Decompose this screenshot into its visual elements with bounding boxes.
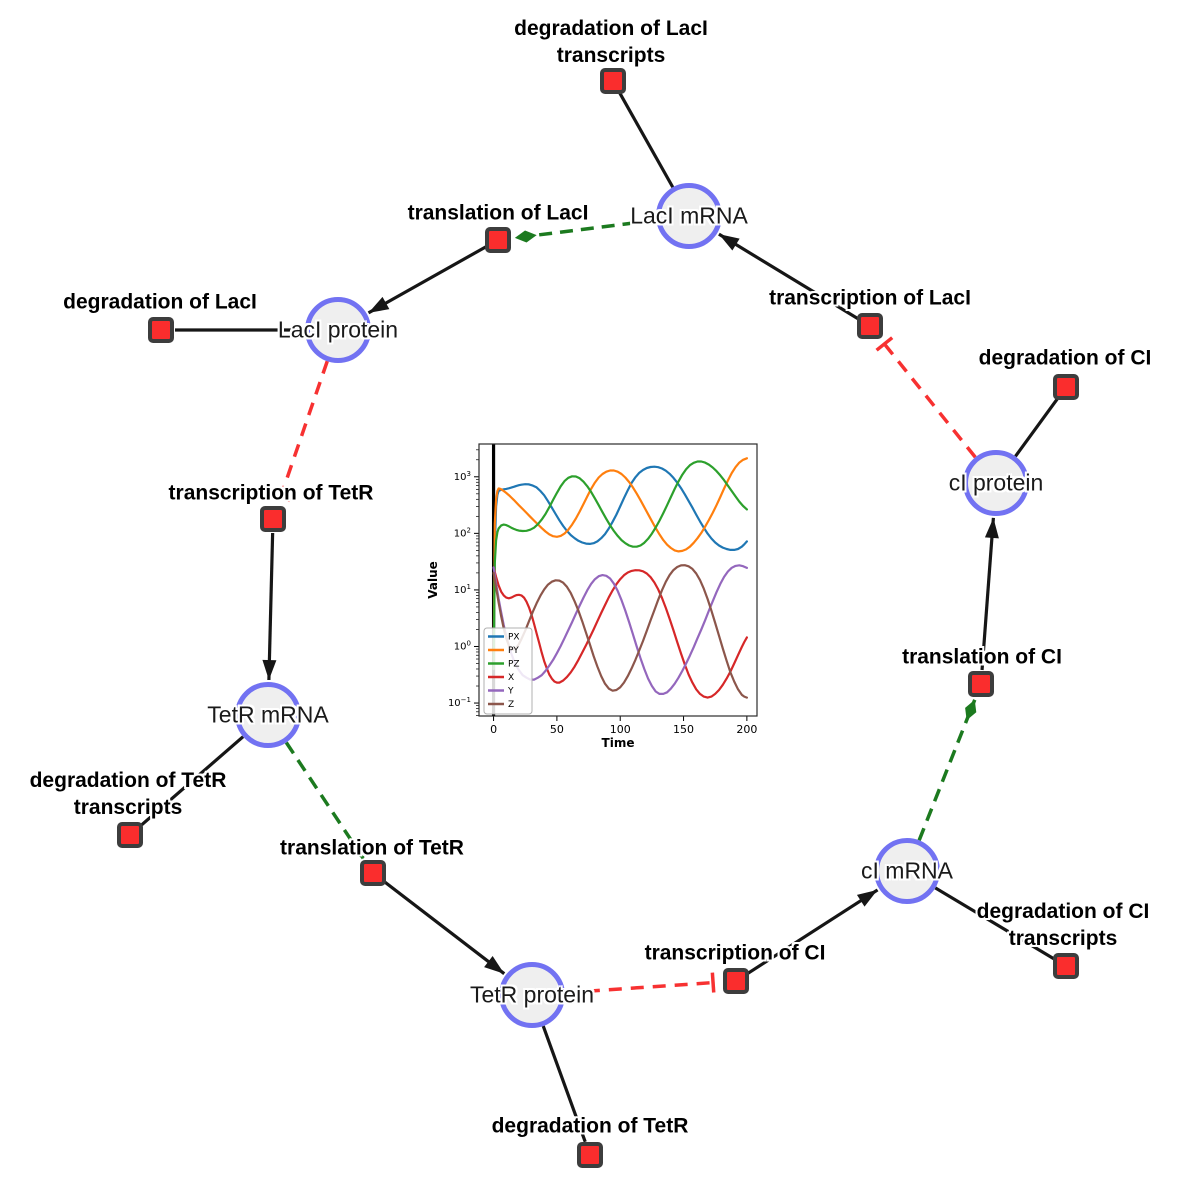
svg-text:100: 100 (610, 723, 631, 736)
time-course-chart-svg: 10−1 100 101 102 103 0 50 100 150 200 Time Value PX P… (426, 443, 758, 750)
edge-reactant-tetr-protein-to-degradation-of-tetr[interactable] (541, 1025, 587, 1143)
svg-text:101: 101 (454, 583, 471, 596)
legend-entry-X: X (508, 673, 514, 683)
reaction-node-degradation-of-ci[interactable] (1053, 374, 1079, 400)
edge-inhibitor-tetr-protein-to-transcription-of-ci[interactable] (564, 972, 716, 995)
species-node-ci-mrna[interactable] (874, 838, 940, 904)
species-node-laci-protein[interactable] (305, 297, 371, 363)
edge-modifier-ci-mrna-to-translation-of-ci[interactable] (917, 699, 977, 841)
svg-text:150: 150 (673, 723, 694, 736)
svg-text:10−1: 10−1 (448, 696, 471, 709)
legend-entry-Z: Z (508, 700, 514, 710)
edge-product-translation-of-ci-to-ci-protein[interactable] (980, 517, 999, 671)
species-node-ci-protein[interactable] (963, 450, 1029, 516)
species-node-laci-mrna[interactable] (656, 183, 722, 249)
reaction-node-degradation-of-laci-transcripts[interactable] (600, 68, 626, 94)
species-node-tetr-protein[interactable] (499, 962, 565, 1028)
reaction-node-degradation-of-laci[interactable] (148, 317, 174, 343)
reaction-node-degradation-of-tetr-transcripts[interactable] (117, 822, 143, 848)
chart-series-X (492, 566, 748, 699)
svg-text:200: 200 (736, 723, 757, 736)
reaction-node-degradation-of-ci-transcripts[interactable] (1053, 953, 1079, 979)
edge-inhibitor-laci-protein-to-transcription-of-tetr[interactable] (270, 360, 329, 503)
reaction-node-degradation-of-tetr[interactable] (577, 1142, 603, 1168)
edge-product-transcription-of-laci-to-laci-mrna[interactable] (718, 232, 859, 321)
reaction-node-translation-of-laci[interactable] (485, 227, 511, 253)
chart-ylabel: Value (426, 561, 440, 599)
edge-product-translation-of-tetr-to-tetr-protein[interactable] (383, 880, 506, 975)
reaction-node-translation-of-ci[interactable] (968, 671, 994, 697)
legend-entry-PZ: PZ (508, 660, 520, 670)
reaction-node-translation-of-tetr[interactable] (360, 860, 386, 886)
edge-product-translation-of-laci-to-laci-protein[interactable] (367, 245, 487, 315)
legend-entry-PY: PY (508, 646, 519, 656)
svg-text:0: 0 (490, 723, 497, 736)
svg-text:103: 103 (454, 470, 471, 483)
reaction-node-transcription-of-tetr[interactable] (260, 506, 286, 532)
edge-reactant-ci-protein-to-degradation-of-ci[interactable] (1014, 397, 1060, 458)
edge-reactant-laci-mrna-to-degradation-of-laci-transcripts[interactable] (618, 92, 675, 189)
svg-text:50: 50 (550, 723, 564, 736)
chart-xlabel: Time (602, 736, 635, 750)
edge-reactant-tetr-mrna-to-degradation-of-tetr-transcripts[interactable] (139, 735, 245, 828)
edge-modifier-laci-mrna-to-translation-of-laci[interactable] (514, 218, 657, 243)
svg-text:100: 100 (454, 639, 471, 652)
chart-series-PY (492, 457, 748, 671)
time-course-chart: 10−1 100 101 102 103 0 50 100 150 200 Time Value PX P… (425, 430, 775, 762)
chart-series-PZ (492, 460, 748, 671)
edge-product-transcription-of-tetr-to-tetr-mrna[interactable] (262, 532, 277, 681)
edge-modifier-tetr-mrna-to-translation-of-tetr[interactable] (284, 741, 366, 860)
svg-text:102: 102 (454, 526, 471, 539)
edge-inhibitor-ci-protein-to-transcription-of-laci[interactable] (875, 336, 977, 459)
legend-entry-PX: PX (508, 633, 520, 643)
species-node-tetr-mrna[interactable] (235, 682, 301, 748)
reaction-node-transcription-of-ci[interactable] (723, 968, 749, 994)
legend-entry-Y: Y (507, 687, 514, 697)
edge-product-transcription-of-ci-to-ci-mrna[interactable] (746, 888, 879, 975)
reaction-node-transcription-of-laci[interactable] (857, 313, 883, 339)
edge-reactant-ci-mrna-to-degradation-of-ci-transcripts[interactable] (934, 886, 1055, 961)
